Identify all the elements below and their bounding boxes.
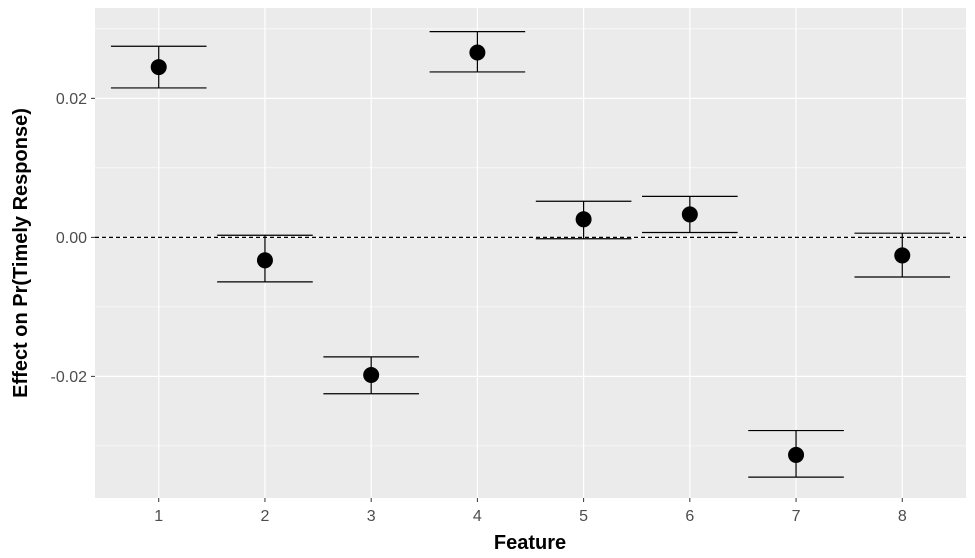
- x-axis-ticks: 1 2 3 4 5 6 7 8: [154, 498, 907, 525]
- point-feature-7: [788, 446, 805, 463]
- minor-gridlines: [95, 28, 966, 447]
- x-tick-label: 5: [579, 508, 588, 525]
- x-tick-label: 8: [898, 508, 907, 525]
- point-feature-3: [363, 366, 380, 383]
- y-tick-label: -0.02: [51, 369, 88, 386]
- x-tick-label: 4: [473, 508, 482, 525]
- point-feature-2: [256, 252, 273, 269]
- point-feature-8: [894, 247, 911, 264]
- plot-panel: [95, 8, 966, 498]
- y-axis-title: Effect on Pr(Timely Response): [10, 108, 32, 398]
- x-tick-label: 2: [260, 508, 269, 525]
- error-bars: [110, 31, 951, 478]
- y-tick-label: 0.02: [56, 91, 87, 108]
- data-points: [150, 44, 911, 463]
- y-axis-ticks: -0.02 0.00 0.02: [51, 91, 95, 386]
- x-tick-label: 1: [154, 508, 163, 525]
- x-tick-label: 7: [792, 508, 801, 525]
- point-feature-6: [681, 206, 698, 223]
- x-axis-title: Feature: [494, 532, 566, 554]
- point-feature-1: [150, 59, 167, 76]
- x-tick-label: 6: [685, 508, 694, 525]
- x-tick-label: 3: [367, 508, 376, 525]
- point-feature-4: [469, 44, 486, 61]
- point-feature-5: [575, 211, 592, 228]
- y-tick-label: 0.00: [56, 230, 87, 247]
